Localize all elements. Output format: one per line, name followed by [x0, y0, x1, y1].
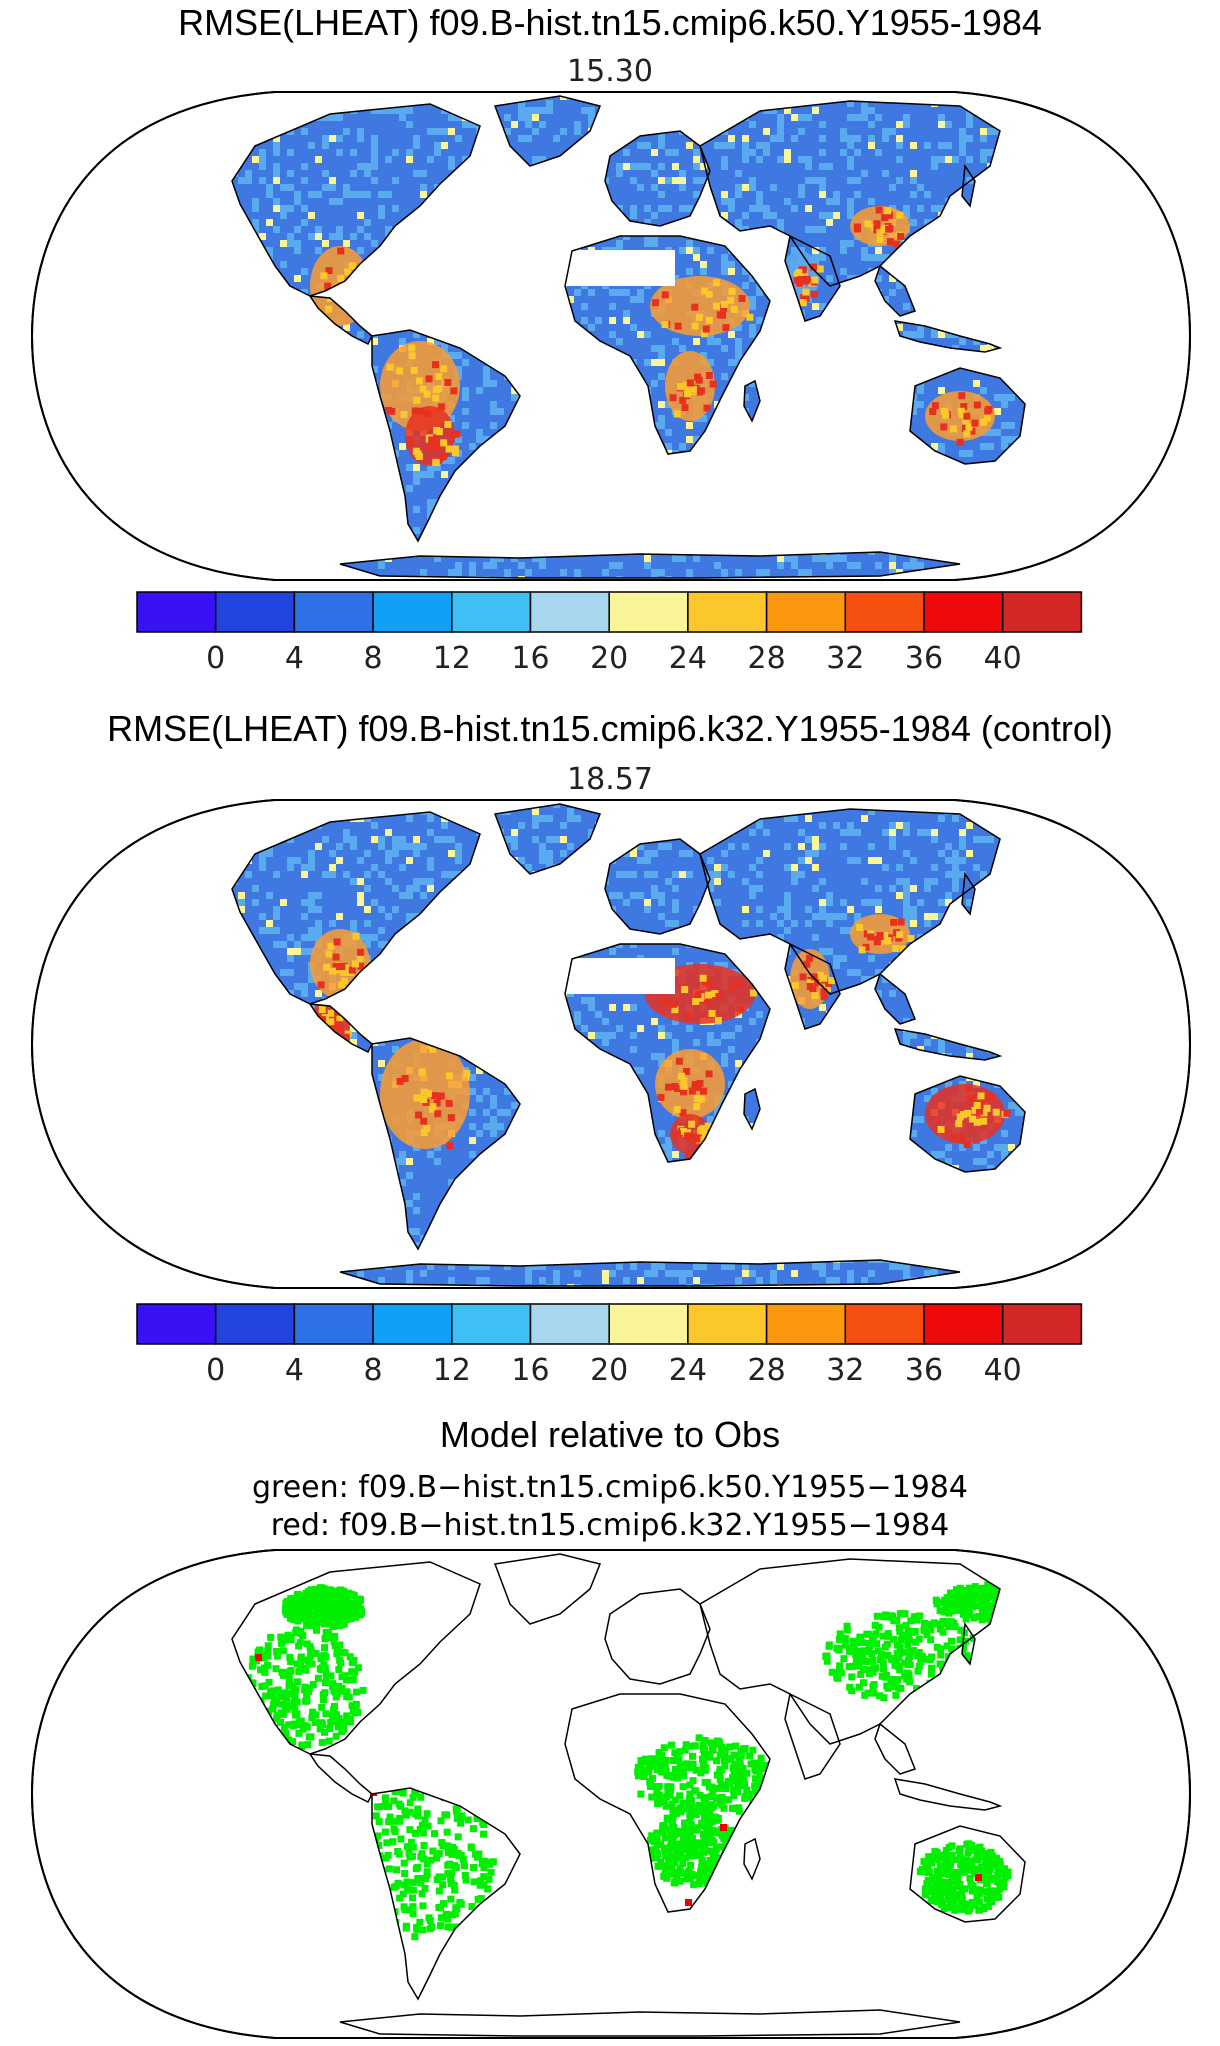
panel3-green-label: green: f09.B−hist.tn15.cmip6.k50.Y1955−1… [251, 1470, 968, 1505]
panel1-colorbar: 0 4 8 12 16 20 24 28 32 36 40 [136, 591, 1083, 676]
svg-text:4: 4 [285, 641, 304, 676]
svg-text:24: 24 [669, 641, 707, 676]
panel2-colorbar: 0 4 8 12 16 20 24 28 32 36 40 [136, 1303, 1083, 1388]
panel1-global-rmse: 15.30 [567, 54, 653, 89]
svg-text:36: 36 [905, 641, 943, 676]
panel3-red-label: red: f09.B−hist.tn15.cmip6.k32.Y1955−198… [270, 1508, 950, 1543]
svg-text:32: 32 [826, 641, 864, 676]
svg-text:16: 16 [511, 641, 549, 676]
panel1-title: RMSE(LHEAT) f09.B-hist.tn15.cmip6.k50.Y1… [178, 2, 1042, 43]
panel2-map [30, 799, 1192, 1289]
panel3-map [30, 1549, 1192, 2039]
panel3-title: Model relative to Obs [439, 1414, 781, 1455]
svg-text:40: 40 [984, 641, 1022, 676]
panel2-global-rmse: 18.57 [567, 762, 653, 797]
svg-text:20: 20 [590, 641, 628, 676]
svg-text:8: 8 [364, 641, 383, 676]
svg-text:0: 0 [206, 641, 225, 676]
svg-text:12: 12 [433, 641, 471, 676]
svg-text:28: 28 [748, 641, 786, 676]
panel1-map [30, 91, 1192, 581]
panel2-title: RMSE(LHEAT) f09.B-hist.tn15.cmip6.k32.Y1… [107, 708, 1113, 749]
